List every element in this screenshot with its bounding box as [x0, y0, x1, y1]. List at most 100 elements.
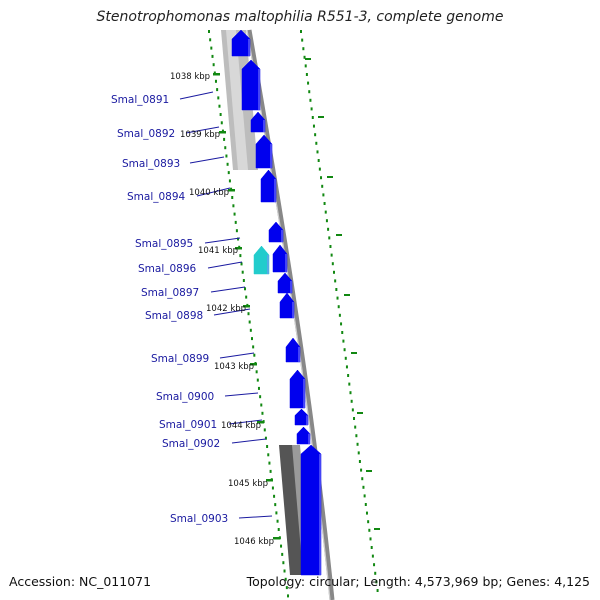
gene-track [231, 29, 322, 576]
tick-dot [375, 580, 378, 584]
tick-dot [344, 356, 347, 360]
gene-label[interactable]: Smal_0903 [170, 513, 228, 525]
gene-leader-line [207, 261, 243, 269]
gene-leader-line [219, 352, 255, 359]
tick-dot [269, 469, 272, 473]
tick-dot [212, 63, 215, 67]
gene-arrow[interactable] [279, 292, 295, 319]
tick-dot [362, 485, 365, 489]
tick-dot [216, 88, 219, 92]
gene-label[interactable]: Smal_0900 [156, 391, 214, 403]
tick-dot [287, 594, 290, 598]
tick-dash [305, 58, 311, 60]
tick-dot [224, 146, 227, 150]
gene-arrow[interactable] [268, 221, 284, 243]
gene-label[interactable]: Smal_0902 [162, 438, 220, 450]
tick-dot [376, 589, 379, 592]
gene-arrow[interactable] [296, 426, 311, 445]
gene-leader-line [238, 515, 273, 519]
gene-label[interactable]: Smal_0897 [141, 287, 199, 299]
map-title: Stenotrophomonas maltophilia R551-3, com… [96, 9, 504, 25]
gene-arrow[interactable] [260, 169, 277, 203]
tick-dot [217, 96, 220, 100]
gene-leader-line [231, 438, 267, 444]
tick-dot [324, 210, 327, 214]
tick-dot [368, 528, 371, 532]
tick-dash [374, 528, 380, 530]
tick-dot [331, 262, 334, 266]
tick-dot [252, 345, 255, 349]
tick-dot [276, 519, 279, 523]
gene-arrow[interactable] [255, 134, 273, 169]
tick-dot [277, 528, 280, 531]
gene-label[interactable]: Smal_0893 [122, 158, 180, 170]
gene-label[interactable]: Smal_0898 [145, 310, 203, 322]
tick-dot [219, 113, 222, 116]
tick-dot [259, 395, 262, 399]
tick-dot [304, 64, 307, 68]
tick-dot [316, 150, 319, 154]
tick-dot [334, 279, 337, 283]
gene-label[interactable]: Smal_0894 [127, 191, 186, 203]
gene-label[interactable]: Smal_0901 [159, 419, 217, 431]
tick-dot [250, 337, 253, 341]
gene-arrow[interactable] [253, 245, 270, 275]
kbp-tick-label: 1038 kbp [170, 72, 210, 82]
tick-dot [337, 305, 340, 309]
tick-dot [248, 320, 251, 324]
gene-arrow[interactable] [231, 29, 251, 57]
tick-dot [302, 47, 305, 51]
tick-dot [350, 399, 353, 403]
tick-dot [234, 220, 237, 224]
tick-dot [220, 121, 223, 125]
tick-dot [285, 586, 288, 590]
tick-dot [317, 159, 320, 162]
tick-dot [264, 436, 267, 440]
gene-arrow[interactable] [300, 444, 322, 576]
gene-arrow[interactable] [272, 244, 288, 273]
gene-leader-line [210, 286, 246, 293]
tick-dot [253, 353, 256, 357]
gene-label[interactable]: Smal_0895 [135, 238, 193, 250]
tick-dot [340, 322, 343, 326]
gene-label[interactable]: Smal_0891 [111, 94, 169, 106]
tick-dot [232, 204, 235, 208]
tick-dot [239, 254, 242, 258]
gene-label[interactable]: Smal_0899 [151, 353, 209, 365]
genome-summary-text: Topology: circular; Length: 4,573,969 bp… [246, 574, 590, 589]
tick-dot [282, 561, 285, 565]
tick-dot [305, 73, 308, 76]
tick-dot [356, 442, 359, 446]
gene-arrow[interactable] [241, 59, 261, 111]
tick-dot [255, 370, 258, 374]
tick-dot [338, 313, 341, 317]
tick-dot [303, 55, 306, 59]
tick-dot [358, 460, 361, 463]
tick-dot [281, 552, 284, 556]
gene-arrow[interactable] [285, 337, 301, 363]
tick-dot [360, 468, 363, 472]
tick-dot [320, 176, 323, 180]
tick-dash [344, 294, 350, 296]
tick-dot [300, 30, 302, 33]
tick-dot [263, 428, 266, 432]
tick-dot [323, 202, 326, 205]
gene-label[interactable]: Smal_0896 [138, 263, 197, 275]
tick-dot [210, 46, 213, 50]
gene-arrow[interactable] [277, 272, 293, 294]
tick-dot [349, 391, 352, 395]
gene-arrow[interactable] [294, 408, 309, 426]
tick-dot [268, 461, 271, 465]
tick-dot [373, 563, 376, 567]
tick-dot [342, 339, 345, 343]
gene-leader-line [185, 126, 220, 134]
tick-dot [227, 171, 230, 175]
gene-arrow[interactable] [289, 369, 306, 409]
kbp-tick-label: 1039 kbp [180, 130, 220, 140]
tick-dot [257, 386, 260, 390]
gene-arrow[interactable] [250, 111, 266, 133]
gene-label[interactable]: Smal_0892 [117, 128, 175, 140]
tick-dot [233, 212, 236, 216]
tick-dot [322, 193, 325, 197]
